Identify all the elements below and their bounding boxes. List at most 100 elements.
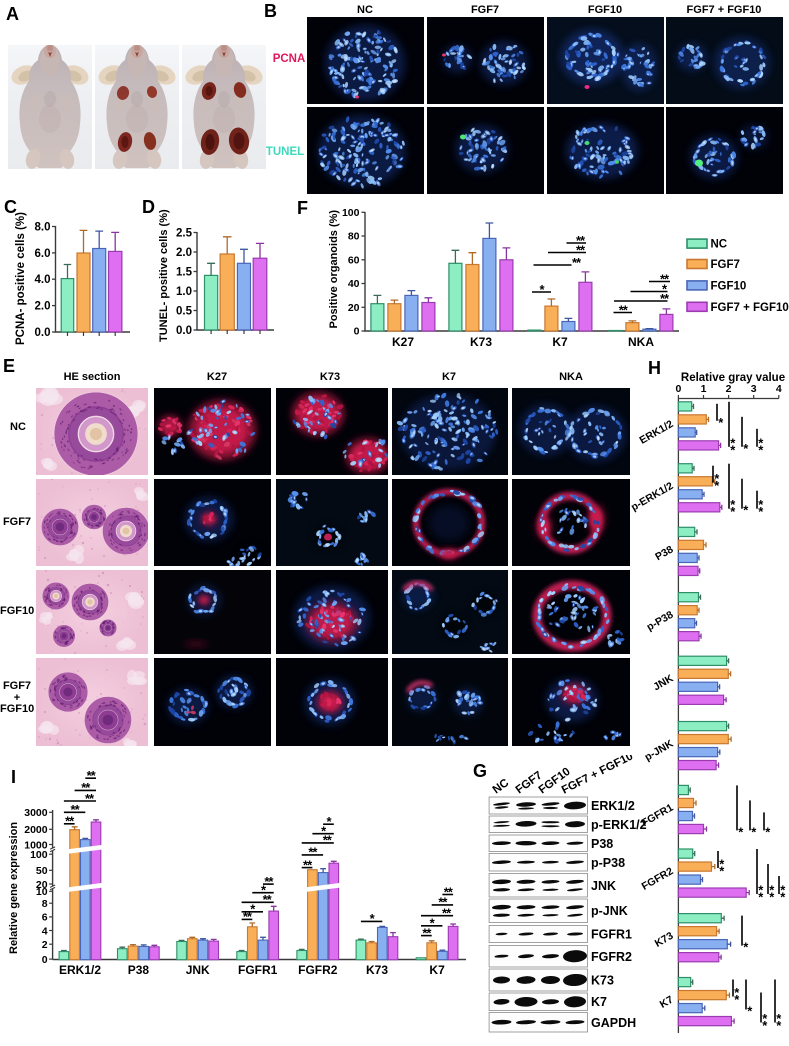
svg-text:2000: 2000 — [24, 824, 48, 836]
svg-text:Relative gene expression: Relative gene expression — [8, 822, 20, 954]
svg-text:GAPDH: GAPDH — [591, 1016, 636, 1030]
svg-text:**: ** — [71, 802, 81, 817]
svg-text:8: 8 — [42, 898, 48, 910]
svg-text:JNK: JNK — [186, 963, 210, 977]
svg-text:**: ** — [303, 857, 313, 872]
svg-text:p-ERK1/2: p-ERK1/2 — [629, 480, 676, 514]
svg-text:*: * — [758, 883, 764, 898]
svg-text:**: ** — [87, 768, 97, 783]
svg-text:1.0: 1.0 — [176, 286, 192, 298]
svg-text:**: ** — [660, 271, 670, 286]
svg-text:P38: P38 — [128, 963, 150, 977]
svg-text:*: * — [718, 415, 724, 430]
svg-text:FGF7 + FGF10: FGF7 + FGF10 — [711, 302, 789, 314]
svg-text:4: 4 — [42, 925, 48, 937]
svg-text:50: 50 — [36, 865, 48, 877]
svg-text:NC: NC — [491, 777, 512, 796]
svg-text:**: ** — [308, 845, 318, 860]
svg-text:1: 1 — [701, 383, 707, 395]
svg-text:*: * — [743, 503, 749, 518]
svg-text:**: ** — [660, 291, 670, 306]
svg-text:*: * — [758, 504, 764, 519]
svg-text:ERK1/2: ERK1/2 — [59, 963, 101, 977]
svg-text:2: 2 — [726, 383, 732, 395]
svg-text:2.5: 2.5 — [176, 228, 193, 240]
svg-text:*: * — [776, 1011, 782, 1026]
svg-text:**: ** — [81, 780, 91, 795]
svg-text:JNK: JNK — [651, 672, 676, 693]
svg-text:0.5: 0.5 — [176, 306, 193, 318]
svg-text:*: * — [719, 864, 725, 879]
svg-text:0.0: 0.0 — [176, 325, 192, 337]
svg-text:*: * — [321, 824, 327, 839]
svg-text:40: 40 — [348, 278, 360, 290]
svg-text:Positive organoids (%): Positive organoids (%) — [328, 210, 340, 329]
svg-text:*: * — [762, 1018, 768, 1033]
svg-text:**: ** — [438, 895, 448, 910]
svg-text:*: * — [780, 890, 786, 905]
svg-text:K73: K73 — [366, 963, 388, 977]
svg-text:*: * — [758, 497, 764, 512]
svg-text:K7: K7 — [552, 335, 568, 349]
svg-text:1.5: 1.5 — [176, 267, 193, 279]
svg-text:2.0: 2.0 — [176, 247, 192, 259]
svg-text:FGFR1: FGFR1 — [238, 963, 278, 977]
svg-text:20: 20 — [348, 302, 360, 314]
svg-text:4: 4 — [776, 383, 782, 395]
svg-text:**: ** — [263, 892, 273, 907]
svg-text:**: ** — [444, 884, 454, 899]
svg-text:4.0: 4.0 — [35, 274, 51, 286]
svg-text:K73: K73 — [591, 974, 614, 988]
svg-text:3000: 3000 — [24, 807, 48, 819]
svg-text:ERK1/2: ERK1/2 — [638, 418, 676, 447]
svg-text:0: 0 — [354, 326, 360, 338]
svg-text:0.0: 0.0 — [35, 327, 51, 339]
svg-text:*: * — [734, 985, 740, 1000]
svg-text:P38: P38 — [653, 543, 675, 563]
svg-text:10: 10 — [36, 886, 48, 898]
svg-text:*: * — [662, 281, 668, 296]
svg-text:100: 100 — [342, 207, 360, 219]
svg-text:*: * — [738, 824, 744, 839]
svg-text:*: * — [765, 824, 771, 839]
svg-text:**: ** — [264, 874, 274, 889]
svg-text:*: * — [370, 911, 376, 926]
svg-text:2.0: 2.0 — [35, 301, 51, 313]
svg-text:*: * — [730, 504, 736, 519]
svg-text:*: * — [743, 940, 749, 955]
svg-text:ERK1/2: ERK1/2 — [591, 799, 635, 813]
svg-text:FGFR1: FGFR1 — [591, 928, 632, 942]
svg-text:*: * — [776, 1018, 782, 1033]
svg-text:*: * — [762, 1011, 768, 1026]
svg-text:NKA: NKA — [628, 335, 654, 349]
svg-text:JNK: JNK — [591, 879, 616, 893]
svg-text:FGF7: FGF7 — [711, 259, 740, 271]
svg-text:0: 0 — [675, 383, 681, 395]
svg-text:P38: P38 — [591, 837, 613, 851]
svg-text:20: 20 — [36, 879, 48, 891]
svg-text:*: * — [261, 883, 267, 898]
svg-text:*: * — [730, 442, 736, 457]
svg-text:p-ERK1/2: p-ERK1/2 — [591, 818, 647, 832]
svg-text:6.0: 6.0 — [35, 248, 51, 260]
svg-text:80: 80 — [348, 231, 360, 243]
svg-text:**: ** — [576, 242, 586, 257]
svg-text:*: * — [743, 441, 749, 456]
svg-text:*: * — [730, 435, 736, 450]
svg-text:100: 100 — [30, 849, 48, 861]
svg-text:8.0: 8.0 — [35, 222, 51, 234]
svg-text:*: * — [747, 1004, 753, 1019]
svg-text:*: * — [780, 883, 786, 898]
svg-text:*: * — [539, 282, 545, 297]
svg-text:*: * — [250, 902, 256, 917]
svg-text:**: ** — [323, 833, 333, 848]
svg-text:*: * — [714, 471, 720, 486]
svg-text:*: * — [758, 442, 764, 457]
svg-text:60: 60 — [348, 254, 360, 266]
svg-text:**: ** — [85, 791, 95, 806]
svg-text:K7: K7 — [658, 994, 676, 1011]
svg-text:6: 6 — [42, 912, 48, 924]
svg-text:**: ** — [442, 906, 452, 921]
svg-text:FGF10: FGF10 — [711, 280, 747, 292]
svg-text:*: * — [326, 814, 332, 829]
